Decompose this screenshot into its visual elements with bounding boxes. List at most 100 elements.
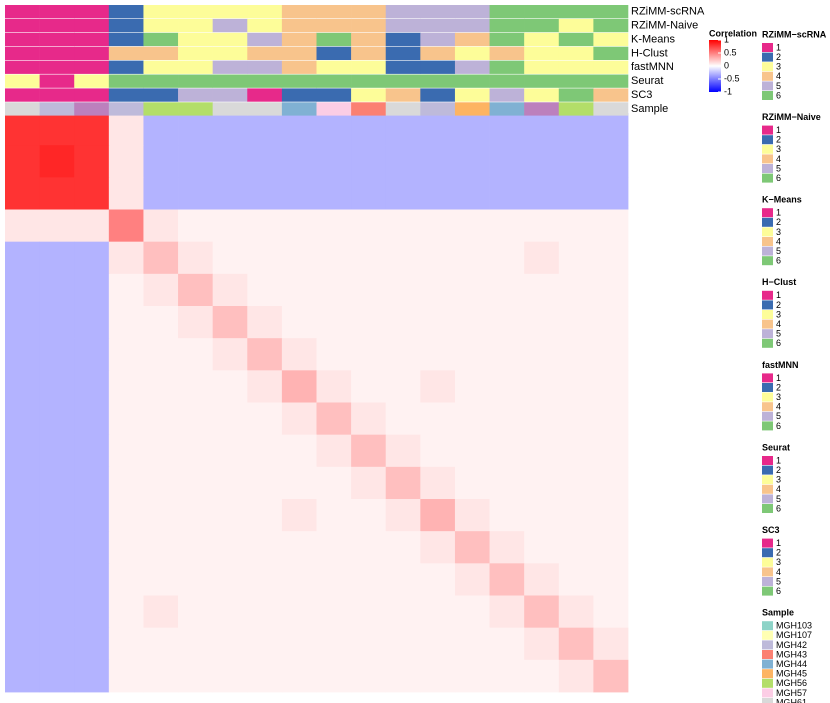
heatmap-cell <box>178 563 214 596</box>
heatmap-cell <box>247 338 283 371</box>
annotation-cell <box>385 18 421 33</box>
heatmap-cell <box>5 595 41 629</box>
heatmap-cell <box>178 531 214 564</box>
heatmap-cell <box>316 499 352 532</box>
heatmap-cell <box>5 338 41 371</box>
heatmap-cell <box>108 595 144 629</box>
heatmap-cell <box>212 273 248 307</box>
heatmap-cell <box>558 563 594 596</box>
heatmap-cell <box>489 499 525 532</box>
annotation-cell <box>108 102 144 116</box>
legend-swatch <box>762 567 773 577</box>
annotation-cell <box>524 5 560 19</box>
heatmap-cell <box>593 338 629 371</box>
annotation-cell <box>558 88 594 102</box>
legend-label: 4 <box>776 71 781 81</box>
annotation-cell <box>454 88 490 102</box>
legend-swatch <box>762 586 773 596</box>
heatmap-cell <box>281 177 317 210</box>
heatmap-cell <box>143 499 179 532</box>
annotation-cell <box>143 102 179 116</box>
annotation-cell <box>281 46 317 60</box>
heatmap-cell <box>351 627 387 661</box>
annotation-cell <box>524 74 560 88</box>
colorbar-tick-label: -1 <box>724 86 732 96</box>
heatmap-cell <box>351 499 387 532</box>
legend-label: 5 <box>776 329 781 339</box>
legend-title: Seurat <box>762 442 790 452</box>
heatmap-cell <box>178 659 214 693</box>
legend-label: 4 <box>776 319 781 329</box>
heatmap-cell <box>524 177 560 210</box>
heatmap-cell <box>385 241 421 275</box>
annotation-cell <box>212 18 248 33</box>
legend-swatch <box>762 310 773 319</box>
heatmap-cell <box>489 595 525 629</box>
heatmap-cell <box>39 466 75 500</box>
heatmap-cell <box>351 209 387 243</box>
heatmap-cell <box>108 241 144 275</box>
heatmap-cell <box>108 499 144 532</box>
heatmap-cell <box>247 145 283 178</box>
heatmap-cell <box>454 241 490 275</box>
heatmap-cell <box>524 241 560 275</box>
heatmap-cell <box>316 145 352 178</box>
heatmap-cell <box>593 499 629 532</box>
heatmap-cell <box>558 466 594 500</box>
legend-label: MGH42 <box>776 640 807 650</box>
annotation-cell <box>108 5 144 19</box>
heatmap-cell <box>247 659 283 693</box>
heatmap-cell <box>524 531 560 564</box>
heatmap-cell <box>212 113 248 146</box>
heatmap-cell <box>524 402 560 436</box>
legend-label: 4 <box>776 402 781 412</box>
heatmap-cell <box>143 595 179 629</box>
annotation-cell <box>281 74 317 88</box>
legend-label: 1 <box>776 373 781 383</box>
heatmap-cell <box>489 531 525 564</box>
heatmap-cell <box>108 531 144 564</box>
heatmap-cell <box>593 531 629 564</box>
heatmap-cell <box>74 306 110 339</box>
annotation-cell <box>39 5 75 19</box>
annotation-cell <box>420 60 456 74</box>
annotation-cell <box>593 88 629 102</box>
heatmap-cell <box>454 563 490 596</box>
heatmap-cell <box>108 177 144 210</box>
heatmap-cell <box>558 145 594 178</box>
legend-label: 6 <box>776 173 781 183</box>
heatmap-cell <box>558 113 594 146</box>
heatmap-cell <box>108 209 144 243</box>
annotation-cell <box>316 18 352 33</box>
legend-swatch <box>762 373 773 383</box>
heatmap-cell <box>489 627 525 661</box>
annotation-cell <box>39 102 75 116</box>
heatmap-cell <box>247 273 283 307</box>
heatmap-cell <box>5 531 41 564</box>
heatmap-cell <box>74 273 110 307</box>
legend-label: MGH45 <box>776 669 807 679</box>
heatmap-cell <box>316 241 352 275</box>
heatmap-cell <box>74 499 110 532</box>
annotation-cell <box>385 102 421 116</box>
heatmap-cell <box>489 466 525 500</box>
heatmap-cell <box>143 434 179 468</box>
heatmap-cell <box>420 306 456 339</box>
legend-swatch <box>762 154 773 164</box>
annotation-cell <box>178 102 213 116</box>
heatmap-cell <box>178 113 214 146</box>
heatmap-cell <box>143 563 179 596</box>
annotation-cell <box>74 60 110 74</box>
legend-label: MGH56 <box>776 678 807 688</box>
annotation-cell <box>143 32 179 47</box>
annotation-cell <box>558 5 594 19</box>
heatmap-cell <box>316 659 352 693</box>
annotation-cell <box>74 5 110 19</box>
heatmap-cell <box>212 370 248 403</box>
annotation-cell <box>489 60 525 74</box>
heatmap-cell <box>489 402 525 436</box>
heatmap-cell <box>385 434 421 468</box>
annotation-label: Sample <box>631 103 668 115</box>
legend-swatch <box>762 173 773 183</box>
heatmap-cell <box>524 595 560 629</box>
